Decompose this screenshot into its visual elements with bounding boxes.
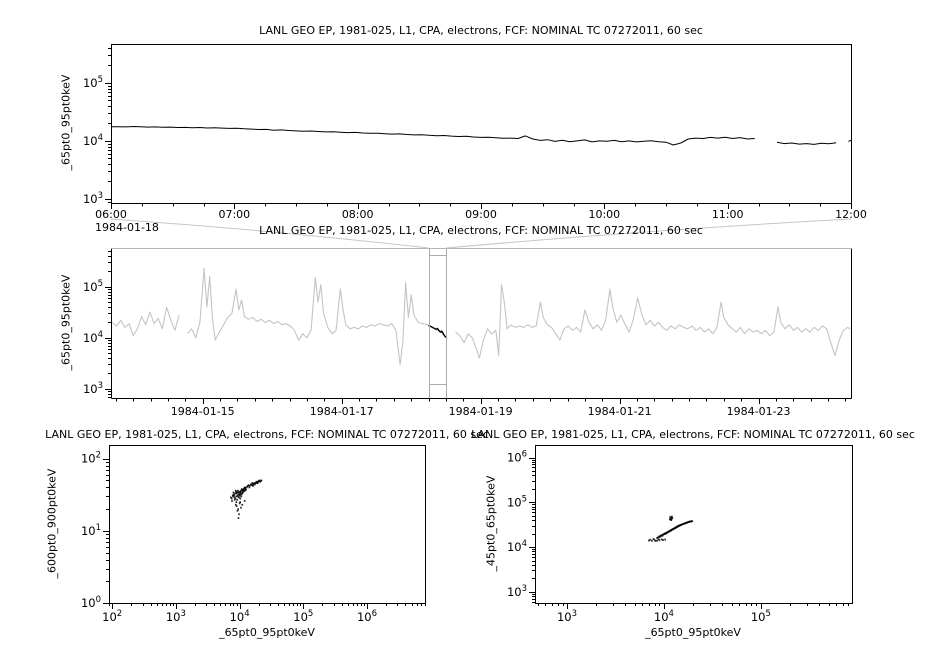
panel-scatter-600-900[interactable]: 100 101 102 102 103 104 105 106 bbox=[81, 445, 426, 625]
tick-label: 07:00 bbox=[218, 208, 250, 221]
tick-label: 103 bbox=[83, 381, 103, 396]
axis-ticks bbox=[529, 458, 849, 609]
panel-top-timeseries[interactable]: 103 104 105 06:00 07:00 08:00 09:00 10:00 11:00 1… bbox=[83, 44, 867, 222]
tick-label: 106 bbox=[507, 450, 527, 465]
series-line bbox=[112, 267, 851, 366]
context-connectors bbox=[110, 218, 852, 249]
y-axis-label-context: _65pt0_95pt0keV bbox=[59, 274, 73, 371]
tick-label: 12:00 bbox=[835, 208, 867, 221]
tick-label: 106 bbox=[357, 609, 377, 624]
tick-label: 103 bbox=[507, 584, 527, 599]
axis-ticks bbox=[105, 48, 852, 209]
tick-label: 104 bbox=[654, 609, 674, 624]
title-context-panel: LANL GEO EP, 1981-025, L1, CPA, electron… bbox=[259, 224, 703, 237]
plot-frame bbox=[111, 44, 852, 204]
title-top-panel: LANL GEO EP, 1981-025, L1, CPA, electron… bbox=[259, 24, 703, 37]
y-axis-label-scatter-left: _600pt0_900pt0keV bbox=[45, 468, 59, 579]
tick-label: 1984-01-21 bbox=[588, 405, 652, 418]
tick-label: 11:00 bbox=[712, 208, 744, 221]
x-axis-label-scatter-right: _65pt0_95pt0keV bbox=[645, 626, 741, 639]
tick-label: 102 bbox=[81, 451, 101, 466]
plot-frame bbox=[109, 445, 426, 604]
tick-label: 102 bbox=[102, 609, 122, 624]
tick-label: 09:00 bbox=[465, 208, 497, 221]
tick-label: 104 bbox=[507, 539, 527, 554]
tick-label: 1984-01-15 bbox=[171, 405, 235, 418]
tick-label: 06:00 bbox=[95, 208, 127, 221]
axis-ticks bbox=[105, 251, 846, 404]
tick-label: 103 bbox=[557, 609, 577, 624]
scatter-points bbox=[230, 479, 263, 519]
tick-label: 104 bbox=[83, 133, 103, 148]
axis-ticks bbox=[103, 459, 426, 609]
tick-label: 104 bbox=[230, 609, 250, 624]
tick-label: 1984-01-17 bbox=[310, 405, 374, 418]
tick-label: 103 bbox=[83, 191, 103, 206]
title-scatter-right: LANL GEO EP, 1981-025, L1, CPA, electron… bbox=[471, 428, 915, 441]
tick-label: 105 bbox=[751, 609, 771, 624]
selection-box[interactable] bbox=[429, 248, 447, 398]
tick-label: 100 bbox=[81, 595, 101, 610]
title-scatter-left: LANL GEO EP, 1981-025, L1, CPA, electron… bbox=[45, 428, 489, 441]
tick-label: 105 bbox=[83, 75, 103, 90]
tick-label: 101 bbox=[81, 523, 101, 538]
tick-label: 105 bbox=[507, 494, 527, 509]
top-axis-date-label: 1984-01-18 bbox=[95, 221, 159, 234]
plot-frame bbox=[111, 248, 852, 399]
panel-scatter-45-65[interactable]: 103 104 105 106 103 104 105 bbox=[507, 445, 853, 625]
panel-context-overview[interactable]: 103 104 105 1984-01-15 1984-01-17 1984-01-19 1… bbox=[83, 248, 852, 419]
tick-label: 1984-01-19 bbox=[449, 405, 513, 418]
series-line bbox=[428, 324, 447, 338]
tick-label: 10:00 bbox=[588, 208, 620, 221]
tick-label: 105 bbox=[293, 609, 313, 624]
scatter-points bbox=[648, 515, 694, 542]
x-axis-label-scatter-left: _65pt0_95pt0keV bbox=[219, 626, 315, 639]
tick-label: 1984-01-23 bbox=[727, 405, 791, 418]
tick-label: 105 bbox=[83, 279, 103, 294]
plot-frame bbox=[535, 445, 853, 604]
tick-label: 104 bbox=[83, 330, 103, 345]
tick-label: 103 bbox=[166, 609, 186, 624]
tick-label: 08:00 bbox=[342, 208, 374, 221]
y-axis-label-scatter-right: _45pt0_65pt0keV bbox=[484, 475, 498, 572]
y-axis-label-top: _65pt0_95pt0keV bbox=[59, 74, 73, 171]
series-line bbox=[110, 126, 852, 146]
